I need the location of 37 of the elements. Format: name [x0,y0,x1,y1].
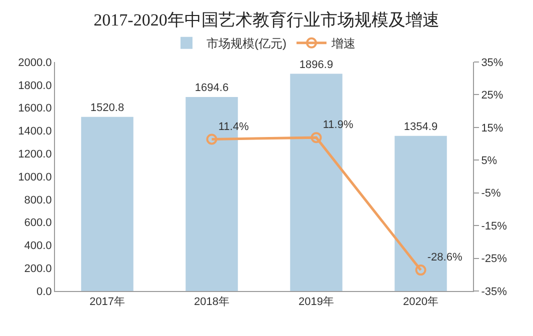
y-tick-label: 1800.0 [18,80,52,92]
y2-tick-label: -35% [481,286,508,298]
data-label: -28.6% [427,252,462,264]
legend-label: 增速 [330,36,356,51]
y-tick-label: 600.0 [24,217,52,230]
y-tick-label: 400.0 [24,240,52,252]
chart-title: 2017-2020年中国艺术教育行业市场规模及增速 [94,10,440,30]
y-tick-label: 2000.0 [18,56,52,69]
x-tick-label: 2019年 [298,296,334,308]
data-label: 11.9% [322,119,354,132]
y2-tick-label: -15% [481,220,508,232]
y2-tick-label: 5% [481,154,498,167]
y2-tick-label: 15% [481,122,504,134]
y-tick-label: 1200.0 [18,148,52,160]
y-tick-label: 1000.0 [18,171,52,184]
data-label: 1520.8 [90,102,124,114]
y2-tick-label: -25% [481,253,508,266]
data-label: 1896.9 [299,58,334,71]
point [206,134,218,145]
data-label: 1694.6 [194,82,229,94]
bar [81,116,134,291]
point [310,132,322,144]
legend-label: 市场规模(亿元) [206,36,286,51]
y-tick-label: 800.0 [24,194,52,206]
x-tick-label: 2018年 [194,296,230,308]
y-tick-label: 0.0 [36,286,52,298]
x-tick-label: 2020年 [403,296,438,308]
data-label: 1354.9 [404,120,438,133]
y2-tick-label: 25% [481,90,504,102]
y-tick-label: 1400.0 [18,126,52,138]
y2-tick-label: 35% [481,56,504,69]
data-label: 11.4% [218,120,249,133]
y-tick-label: 1600.0 [18,102,52,115]
y2-tick-label: -5% [481,188,501,200]
x-tick-label: 2017年 [90,296,125,308]
y-tick-label: 200.0 [24,262,52,275]
point [415,264,426,276]
